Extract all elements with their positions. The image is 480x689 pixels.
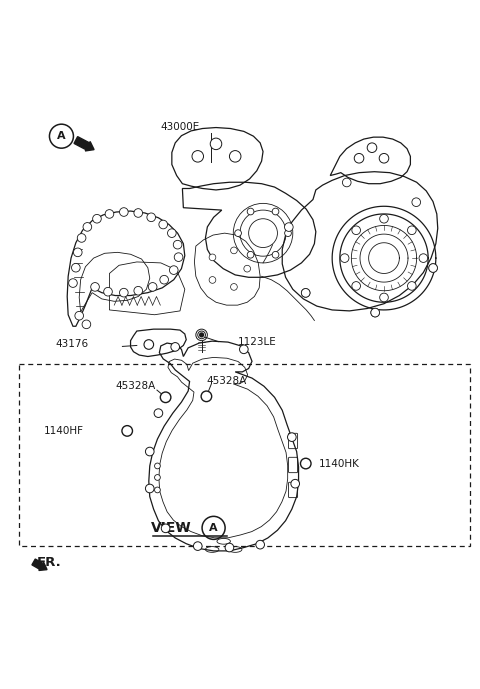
Circle shape	[192, 151, 204, 162]
Text: 1140HK: 1140HK	[319, 459, 360, 469]
Circle shape	[408, 226, 416, 234]
Circle shape	[380, 293, 388, 302]
Text: 1140HF: 1140HF	[44, 426, 84, 436]
Circle shape	[291, 480, 300, 488]
Text: 45328A: 45328A	[206, 376, 247, 386]
Circle shape	[209, 254, 216, 260]
Circle shape	[429, 264, 437, 272]
Circle shape	[161, 524, 170, 533]
Circle shape	[104, 287, 112, 296]
Circle shape	[154, 409, 163, 418]
Circle shape	[272, 208, 279, 215]
Circle shape	[235, 229, 241, 236]
Circle shape	[352, 282, 360, 290]
Circle shape	[193, 542, 202, 551]
Circle shape	[229, 151, 241, 162]
Circle shape	[340, 254, 349, 263]
Text: FR.: FR.	[37, 557, 62, 569]
Circle shape	[173, 240, 182, 249]
Circle shape	[225, 543, 234, 552]
Text: 43176: 43176	[55, 338, 88, 349]
Circle shape	[198, 331, 205, 339]
Circle shape	[247, 251, 254, 258]
Circle shape	[429, 264, 437, 272]
Circle shape	[134, 209, 143, 217]
Circle shape	[300, 458, 311, 469]
Circle shape	[171, 342, 180, 351]
Text: 43000E: 43000E	[160, 122, 200, 132]
Circle shape	[371, 308, 380, 317]
Circle shape	[69, 279, 77, 287]
Circle shape	[412, 198, 420, 207]
Circle shape	[155, 475, 160, 480]
Circle shape	[354, 154, 364, 163]
Circle shape	[160, 392, 171, 402]
Circle shape	[288, 433, 296, 442]
Circle shape	[105, 209, 114, 218]
Circle shape	[244, 265, 251, 272]
Circle shape	[247, 208, 254, 215]
Circle shape	[148, 282, 157, 291]
Circle shape	[230, 284, 237, 290]
Circle shape	[73, 248, 82, 257]
Circle shape	[120, 207, 128, 216]
Circle shape	[82, 320, 91, 329]
Circle shape	[367, 143, 377, 152]
Text: 1123LE: 1123LE	[238, 337, 276, 347]
FancyArrow shape	[32, 559, 47, 570]
Circle shape	[201, 391, 212, 402]
Circle shape	[301, 289, 310, 297]
Circle shape	[371, 308, 380, 317]
Circle shape	[155, 487, 160, 493]
Circle shape	[120, 288, 128, 297]
Circle shape	[379, 154, 389, 163]
Text: VIEW: VIEW	[151, 521, 192, 535]
Circle shape	[174, 253, 183, 261]
Circle shape	[301, 289, 310, 297]
Circle shape	[72, 263, 80, 272]
Circle shape	[169, 266, 178, 274]
Circle shape	[168, 229, 176, 238]
Circle shape	[155, 463, 160, 469]
Circle shape	[342, 178, 351, 187]
Circle shape	[285, 223, 293, 232]
Circle shape	[159, 220, 168, 229]
Circle shape	[144, 340, 154, 349]
FancyArrow shape	[74, 136, 94, 151]
Circle shape	[380, 214, 388, 223]
Text: 45328A: 45328A	[116, 381, 156, 391]
Circle shape	[145, 484, 154, 493]
Circle shape	[134, 287, 143, 295]
Circle shape	[77, 234, 86, 243]
Circle shape	[240, 345, 248, 353]
Circle shape	[209, 276, 216, 283]
Circle shape	[352, 226, 360, 234]
Text: A: A	[57, 131, 66, 141]
Circle shape	[419, 254, 428, 263]
Circle shape	[83, 223, 92, 232]
Bar	[19, 364, 470, 546]
Circle shape	[147, 213, 156, 222]
Circle shape	[210, 138, 222, 150]
Circle shape	[256, 540, 264, 549]
Circle shape	[200, 333, 204, 337]
Circle shape	[272, 251, 279, 258]
Circle shape	[145, 447, 154, 456]
Circle shape	[75, 311, 84, 320]
Text: A: A	[209, 523, 218, 533]
Circle shape	[122, 426, 132, 436]
Circle shape	[230, 247, 237, 254]
Circle shape	[91, 282, 99, 291]
Circle shape	[93, 214, 101, 223]
Circle shape	[285, 229, 291, 236]
Circle shape	[160, 276, 168, 284]
Circle shape	[408, 282, 416, 290]
